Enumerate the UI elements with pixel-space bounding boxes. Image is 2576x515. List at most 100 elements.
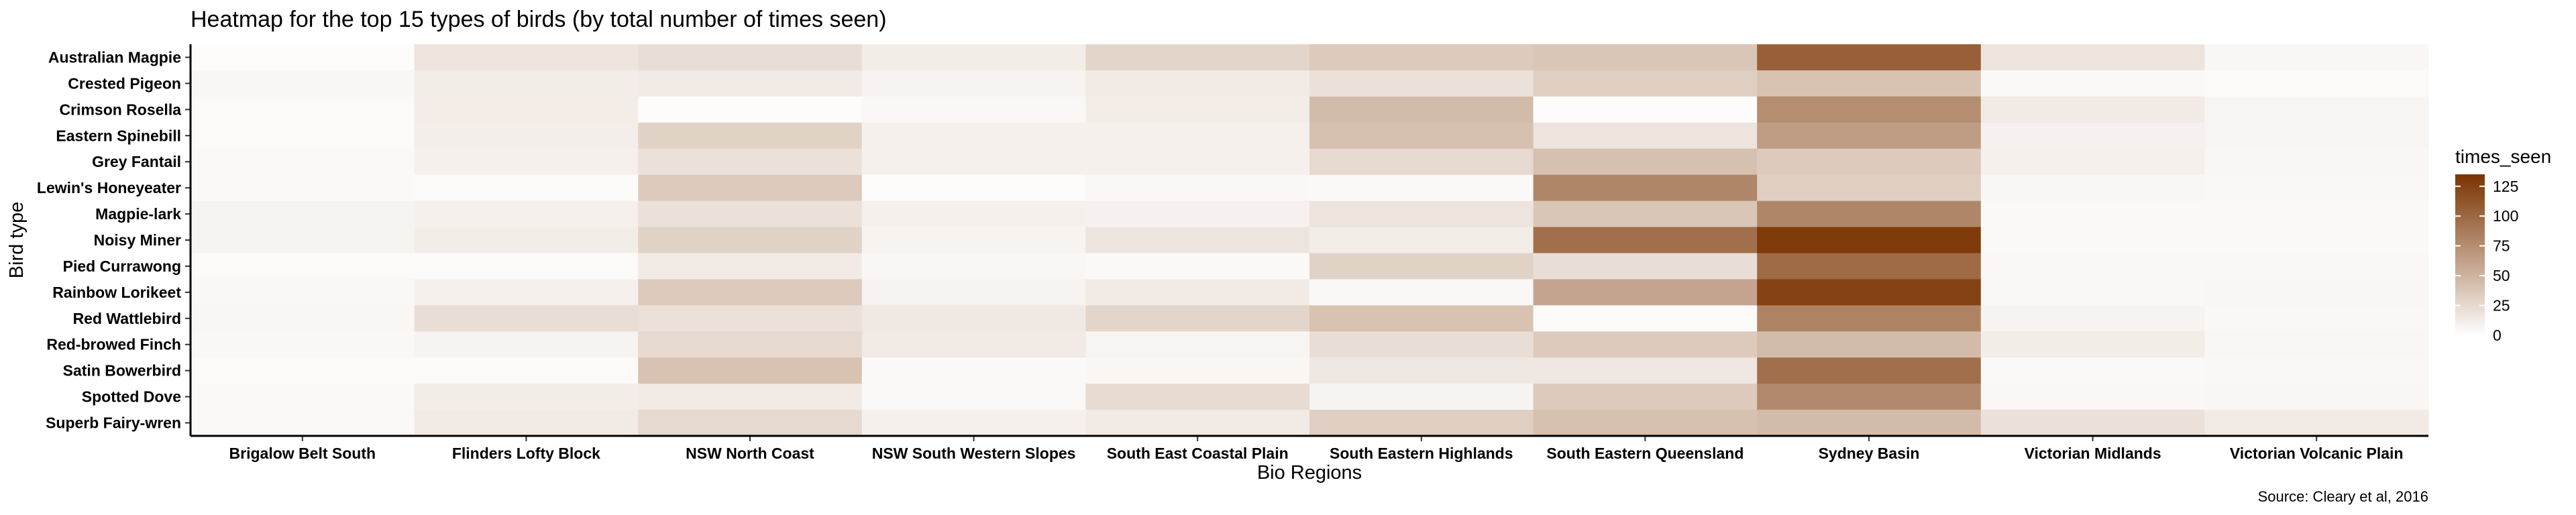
heatmap-cell [1085,384,1310,410]
x-axis-tick-label: NSW South Western Slopes [872,445,1076,462]
heatmap-cell [1085,253,1310,280]
x-axis-tick-label: Brigalow Belt South [229,445,376,462]
heatmap-cell [1309,305,1534,332]
heatmap-cell [1757,253,1982,280]
heatmap-cell [1533,148,1758,176]
x-axis-title: Bio Regions [1257,462,1362,483]
heatmap-cell [861,70,1086,97]
heatmap-cell [861,174,1086,202]
x-axis-tick-label: Victorian Volcanic Plain [2230,445,2404,462]
legend-tick-label: 0 [2493,327,2502,344]
heatmap-cell [2204,305,2429,332]
heatmap-cell [1085,227,1310,254]
heatmap-cell [1085,279,1310,306]
heatmap-cell [638,279,863,306]
heatmap-cell [638,148,863,176]
heatmap-cell [191,279,415,306]
heatmap-cell [1085,331,1310,358]
heatmap-cell [1309,384,1534,410]
heatmap-cell [638,331,863,358]
heatmap-cell [861,148,1086,176]
heatmap-cell [638,201,863,228]
heatmap-cell [1533,253,1758,280]
heatmap-cell [414,70,639,97]
heatmap-cell [414,253,639,280]
heatmap-cell [2204,227,2429,254]
heatmap-cell [414,357,639,384]
heatmap-cell [191,44,415,71]
heatmap-cell [1980,253,2205,280]
legend-tick-labels: 0 25 50 75 100 125 [2455,178,2518,344]
heatmap-cell [861,96,1086,123]
x-axis-tick-labels: Brigalow Belt South Flinders Lofty Block N… [229,436,2404,462]
heatmap-cell [1533,305,1758,332]
legend-tick-label: 125 [2493,178,2518,195]
y-axis-tick-label: Spotted Dove [82,388,181,406]
y-axis-tick-label: Red-browed Finch [46,336,181,353]
heatmap-cell [1085,122,1310,150]
x-axis-tick-label: South Eastern Highlands [1330,445,1513,462]
heatmap-cell [191,384,415,410]
heatmap-cell [191,122,415,150]
heatmap-cell [1309,44,1534,71]
heatmap-cell [638,122,863,150]
heatmap-cell [414,122,639,150]
heatmap-cell [414,201,639,228]
heatmap-cell [191,148,415,176]
x-axis-tick-label: South Eastern Queensland [1546,445,1743,462]
heatmap-cell [1085,357,1310,384]
heatmap-cell [414,96,639,123]
heatmap-cell [1757,70,1982,97]
heatmap-cell [1533,44,1758,71]
x-axis-tick-label: Victorian Midlands [2025,445,2161,462]
heatmap-cell [1085,174,1310,202]
heatmap-cell [1085,410,1310,437]
color-legend: times_seen 0 25 50 75 100 125 [2455,146,2551,344]
heatmap-cell [414,384,639,410]
heatmap-cell [638,357,863,384]
heatmap-cell [414,279,639,306]
heatmap-cell [638,227,863,254]
heatmap-cell [1980,70,2205,97]
legend-color-bar [2455,174,2485,335]
heatmap-cell [1309,148,1534,176]
heatmap-cell [1309,253,1534,280]
heatmap-cell [414,410,639,437]
heatmap-cell [1757,148,1982,176]
y-axis-tick-label: Magpie-lark [95,205,181,223]
legend-tick-label: 75 [2493,237,2510,255]
heatmap-cell [1980,305,2205,332]
heatmap-cell [191,96,415,123]
heatmap-cell [2204,357,2429,384]
heatmap-cell [191,201,415,228]
heatmap-cell [2204,279,2429,306]
heatmap-cell [1757,305,1982,332]
heatmap-cell [861,357,1086,384]
heatmap-cell [191,70,415,97]
heatmap-cell [1533,96,1758,123]
heatmap-cell [861,227,1086,254]
heatmap-cell [1085,305,1310,332]
heatmap-cell [1533,384,1758,410]
heatmap-cell [1309,357,1534,384]
heatmap-cell [1980,227,2205,254]
heatmap-cell [861,305,1086,332]
heatmap-cell [1980,357,2205,384]
heatmap-cell [861,331,1086,358]
heatmap-cell [1980,410,2205,437]
chart-title: Heatmap for the top 15 types of birds (b… [191,7,887,32]
heatmap-cell [1309,331,1534,358]
heatmap-cell [1980,148,2205,176]
heatmap-cell [191,357,415,384]
heatmap-cell [1533,70,1758,97]
heatmap-cell [2204,122,2429,150]
heatmap-cell [638,305,863,332]
heatmap-cell [1309,201,1534,228]
y-axis-tick-label: Rainbow Lorikeet [52,284,181,301]
heatmap-cell [414,305,639,332]
x-axis-tick-label: South East Coastal Plain [1107,445,1289,462]
y-axis-tick-label: Eastern Spinebill [56,127,181,144]
heatmap-cell [191,305,415,332]
heatmap-cell [2204,410,2429,437]
